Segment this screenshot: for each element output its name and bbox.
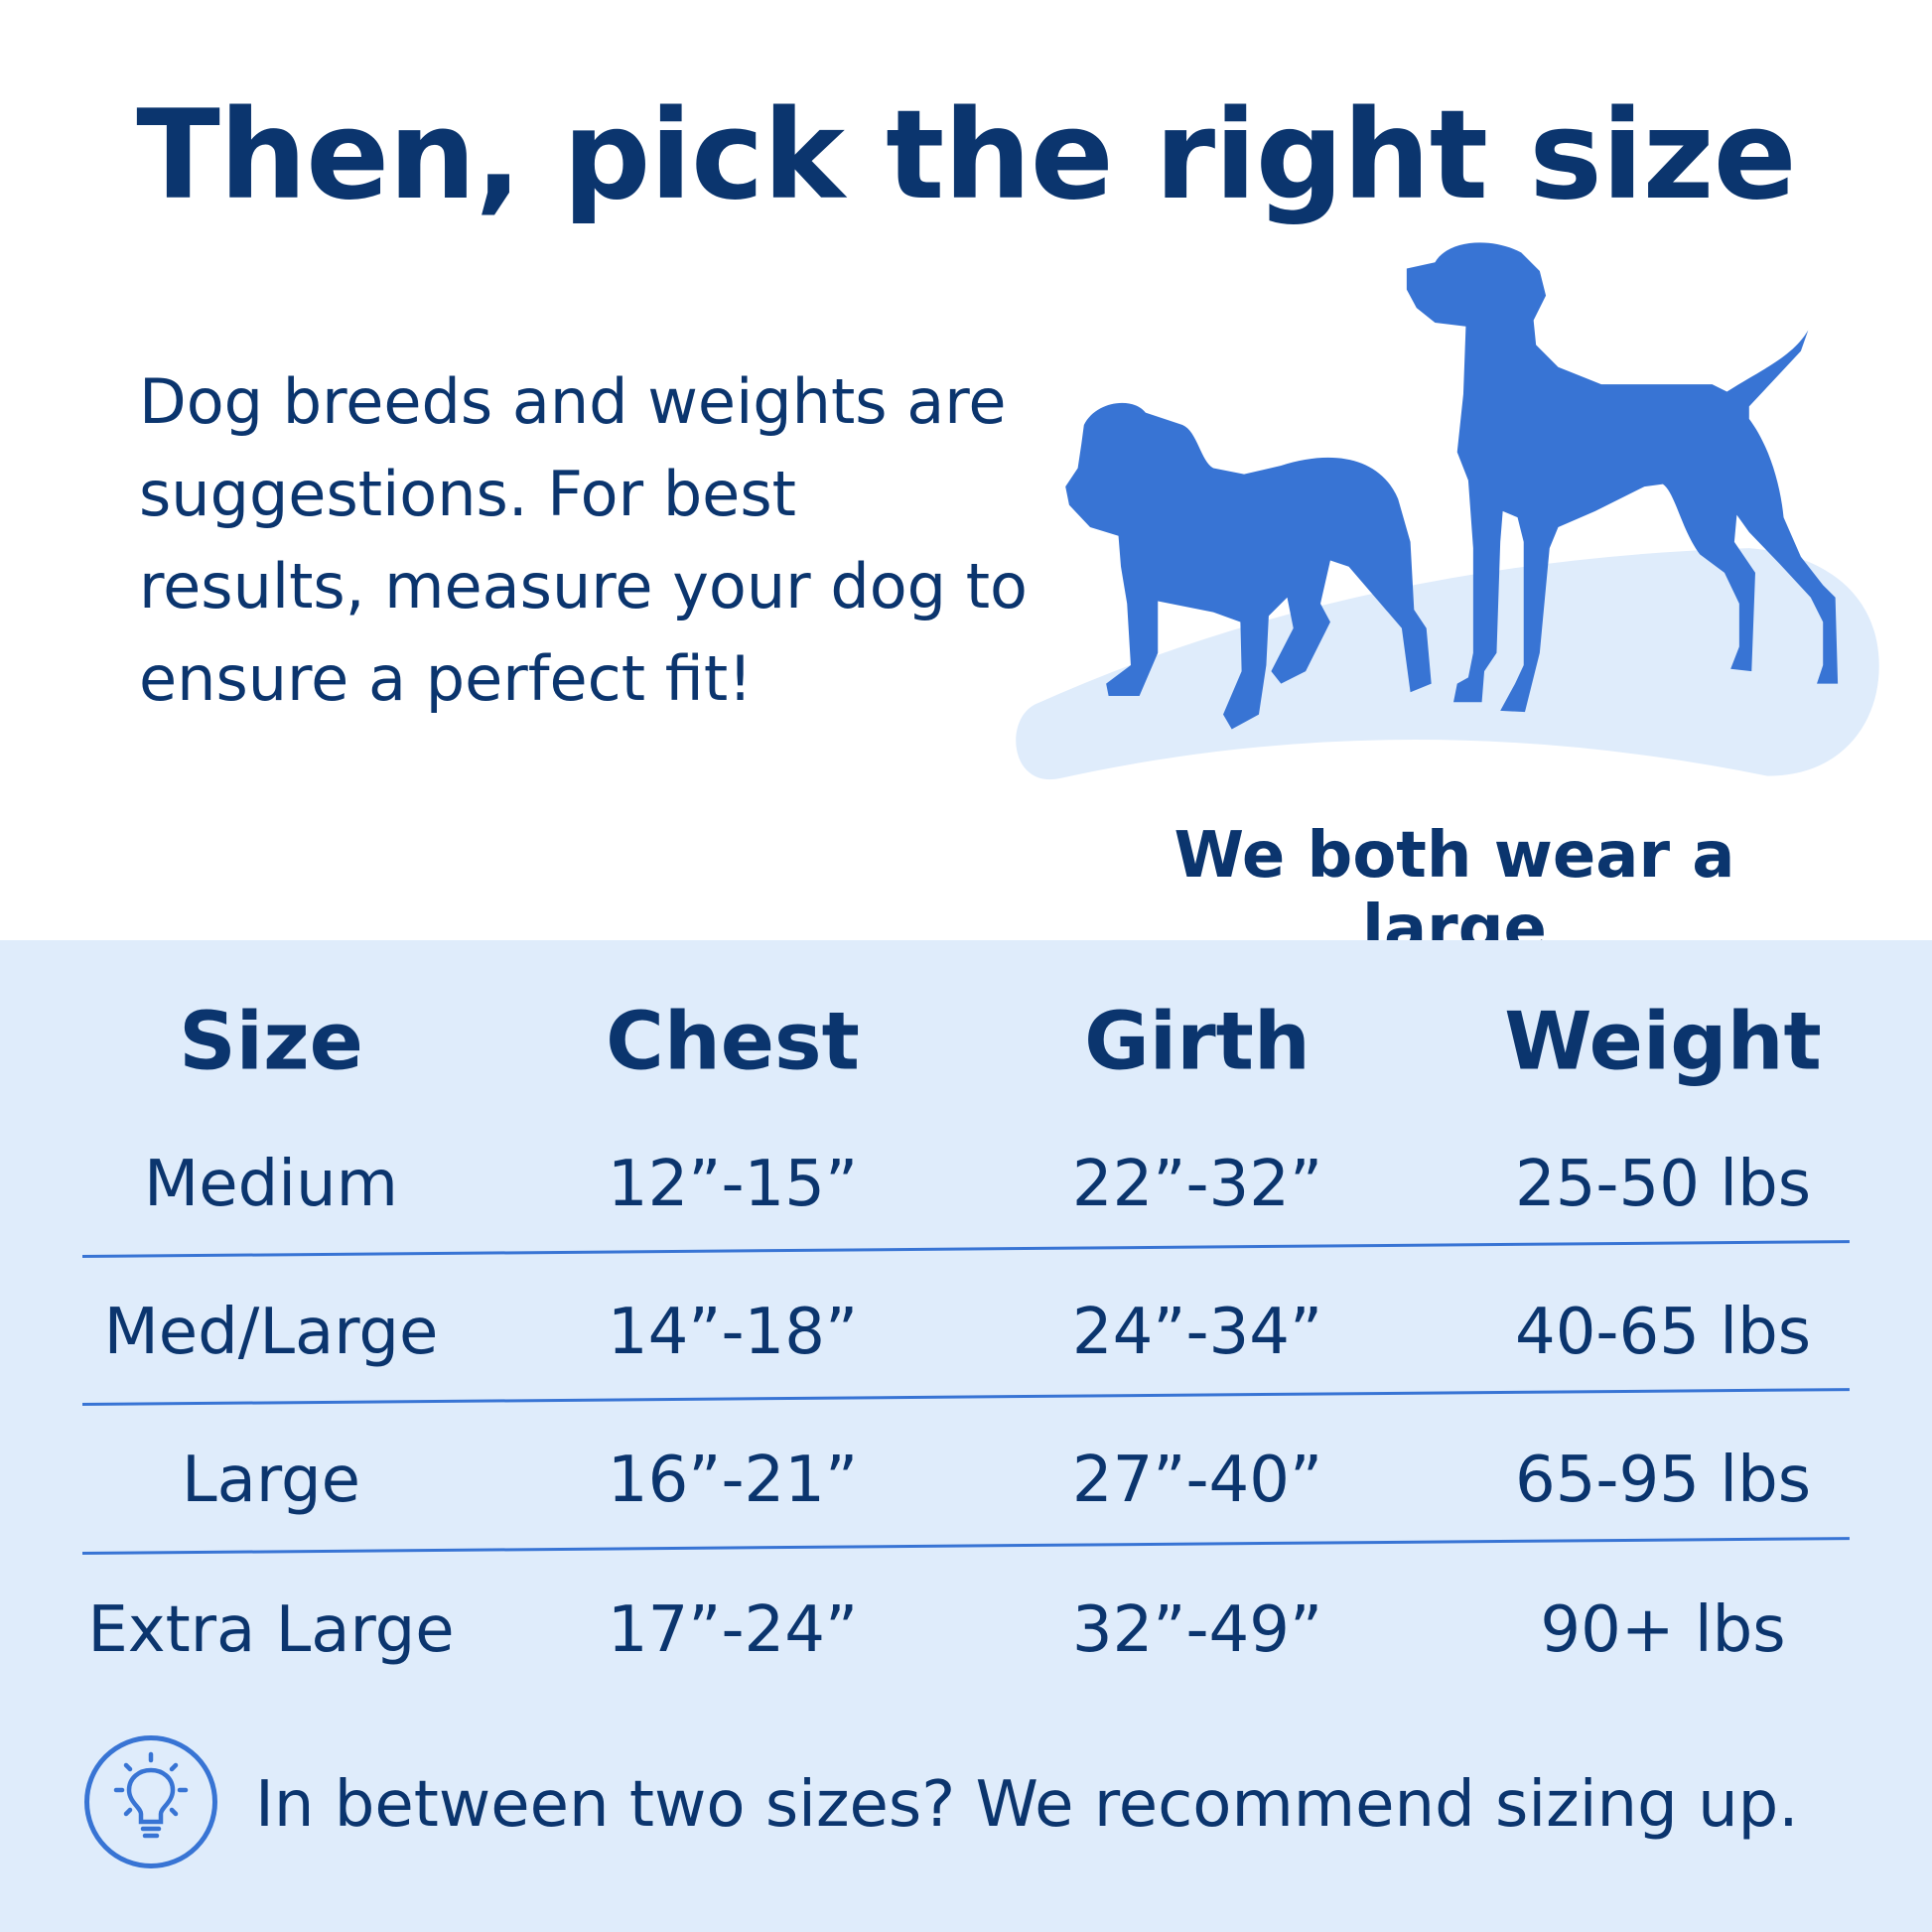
cell-size: Medium — [144, 1148, 398, 1221]
page-title: Then, pick the right size — [136, 84, 1796, 227]
lightbulb-icon — [113, 1751, 189, 1839]
cell-size: Extra Large — [87, 1593, 455, 1667]
cell-chest: 16”-21” — [607, 1444, 859, 1517]
size-chart-section — [0, 940, 1932, 1932]
cell-girth: 22”-32” — [1071, 1148, 1323, 1221]
cell-size: Med/Large — [103, 1296, 439, 1369]
cell-weight: 65-95 lbs — [1514, 1444, 1812, 1517]
header-size: Size — [179, 995, 363, 1088]
header-girth: Girth — [1084, 995, 1311, 1088]
cell-girth: 27”-40” — [1071, 1444, 1323, 1517]
cell-weight: 40-65 lbs — [1514, 1296, 1812, 1369]
lightbulb-badge — [84, 1735, 217, 1868]
cell-weight: 90+ lbs — [1540, 1593, 1786, 1667]
cell-chest: 17”-24” — [607, 1593, 859, 1667]
cell-weight: 25-50 lbs — [1514, 1148, 1812, 1221]
header-weight: Weight — [1504, 995, 1822, 1088]
intro-text: Dog breeds and weights are suggestions. … — [139, 365, 1028, 715]
sizing-tip: In between two sizes? We recommend sizin… — [255, 1768, 1799, 1842]
bulldog-silhouette-icon — [1065, 402, 1432, 730]
cell-girth: 24”-34” — [1071, 1296, 1323, 1369]
dogs-illustration — [1016, 242, 1879, 780]
cell-girth: 32”-49” — [1071, 1593, 1323, 1667]
cell-chest: 14”-18” — [607, 1296, 859, 1369]
header-chest: Chest — [606, 995, 860, 1088]
cell-chest: 12”-15” — [607, 1148, 859, 1221]
cell-size: Large — [181, 1444, 361, 1517]
pointer-dog-silhouette-icon — [1406, 242, 1839, 713]
